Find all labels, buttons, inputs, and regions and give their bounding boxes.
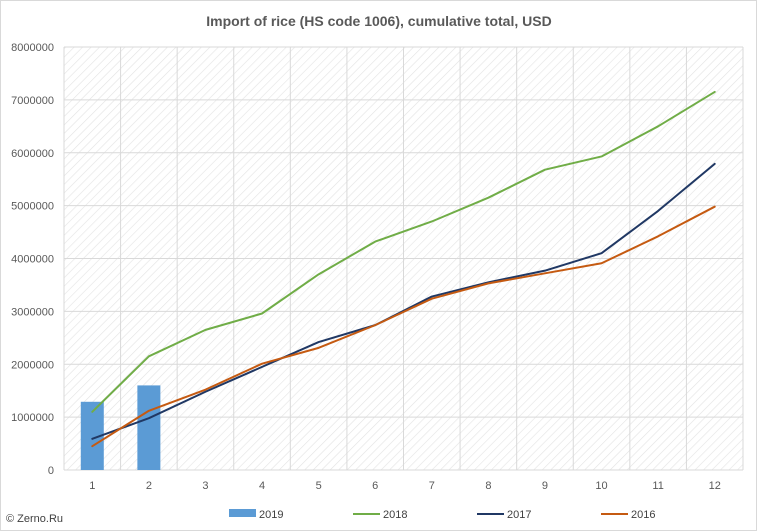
y-tick-label: 3000000: [11, 306, 54, 318]
x-tick-label: 10: [595, 480, 607, 492]
legend-label-2017: 2017: [507, 509, 531, 521]
x-tick-label: 6: [372, 480, 378, 492]
y-axis: 0 1000000 2000000 3000000 4000000 5000000 6000…: [11, 42, 54, 477]
x-tick-label: 12: [709, 480, 721, 492]
x-tick-label: 1: [89, 480, 95, 492]
y-tick-label: 1000000: [11, 412, 54, 424]
y-tick-label: 5000000: [11, 201, 54, 213]
x-tick-label: 8: [485, 480, 491, 492]
watermark: © Zerno.Ru: [6, 513, 64, 525]
y-tick-label: 7000000: [11, 95, 54, 107]
y-tick-label: 8000000: [11, 42, 54, 54]
line-2018: [91, 90, 716, 413]
bar-series: [80, 385, 161, 470]
x-tick-label: 11: [652, 480, 663, 492]
bar-2019-1: [80, 401, 104, 470]
x-tick-label: 3: [202, 480, 208, 492]
x-tick-label: 4: [259, 480, 265, 492]
x-tick-label: 9: [542, 480, 548, 492]
x-tick-label: 5: [316, 480, 322, 492]
y-tick-label: 0: [48, 465, 54, 477]
legend-label-2016: 2016: [631, 509, 655, 521]
y-tick-label: 2000000: [11, 359, 54, 371]
x-tick-label: 7: [429, 480, 435, 492]
bar-2019-2: [137, 385, 161, 470]
line-2016: [91, 205, 716, 448]
y-tick-label: 6000000: [11, 148, 54, 160]
legend-label-2018: 2018: [383, 509, 407, 521]
legend-swatch-2019: [229, 509, 256, 517]
x-axis: 1 2 3 4 5 6 7 8 9 10 11 12: [89, 480, 721, 492]
legend-label-2019: 2019: [259, 509, 283, 521]
legend: 2019 2018 2017 2016: [229, 509, 655, 521]
chart-title: Import of rice (HS code 1006), cumulativ…: [206, 13, 551, 29]
y-tick-label: 4000000: [11, 254, 54, 266]
x-tick-label: 2: [146, 480, 152, 492]
line-series: [91, 90, 716, 448]
